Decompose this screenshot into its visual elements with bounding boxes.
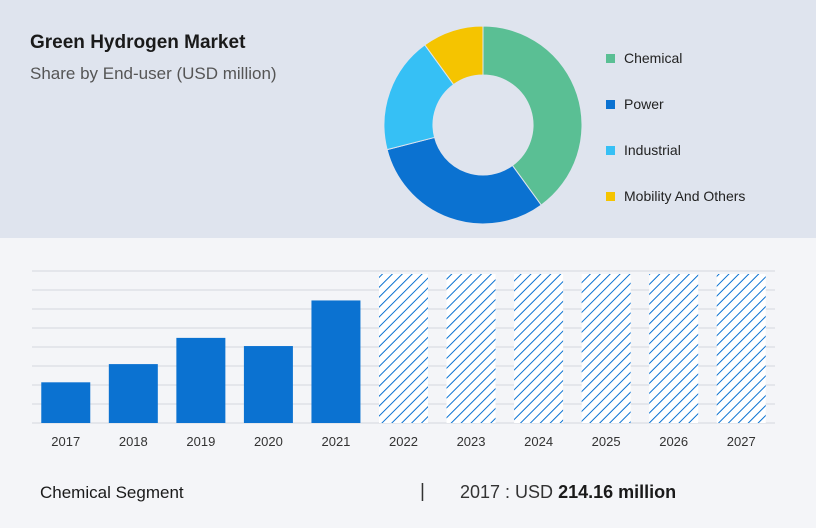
legend-label: Mobility And Others xyxy=(624,188,746,204)
x-tick-label: 2027 xyxy=(727,434,756,449)
footer-separator: | xyxy=(420,481,425,502)
footer-value: 2017 : USD 214.16 million xyxy=(460,482,676,503)
chart-title: Green Hydrogen Market xyxy=(30,32,246,53)
x-tick-label: 2022 xyxy=(389,434,418,449)
forecast-bar-2026 xyxy=(649,274,699,423)
bar-2021 xyxy=(311,300,361,423)
donut-slice-chemical xyxy=(482,25,583,206)
x-tick-label: 2021 xyxy=(321,434,350,449)
bar-2018 xyxy=(108,364,158,423)
footer-year-prefix: 2017 : USD xyxy=(460,482,559,502)
legend-label: Chemical xyxy=(624,50,683,66)
legend-item: Chemical xyxy=(606,46,682,70)
bar-2020 xyxy=(243,346,293,423)
forecast-bar-2022 xyxy=(379,274,428,423)
x-tick-label: 2024 xyxy=(524,434,553,449)
x-tick-label: 2026 xyxy=(659,434,688,449)
chart-subtitle: Share by End-user (USD million) xyxy=(30,64,277,83)
footer-segment-label: Chemical Segment xyxy=(40,483,184,502)
x-tick-label: 2019 xyxy=(186,434,215,449)
bar-2017 xyxy=(41,382,91,423)
legend-item: Industrial xyxy=(606,138,681,162)
legend-item: Mobility And Others xyxy=(606,184,745,208)
legend-swatch xyxy=(606,53,615,63)
legend-label: Industrial xyxy=(624,142,681,158)
forecast-bar-2023 xyxy=(446,274,496,423)
donut-slice-power xyxy=(386,136,542,225)
legend-label: Power xyxy=(624,96,664,112)
legend-swatch xyxy=(606,99,615,109)
bar-chart: 2017 2018 2019 2020 2021 2022 2023 2024 2025 2026… xyxy=(32,270,775,449)
x-tick-label: 2020 xyxy=(254,434,283,449)
legend-item: Power xyxy=(606,92,664,116)
bar-2019 xyxy=(176,337,226,423)
forecast-bar-2025 xyxy=(581,274,631,423)
legend-swatch xyxy=(606,145,615,155)
x-tick-label: 2017 xyxy=(51,434,80,449)
x-tick-label: 2023 xyxy=(457,434,486,449)
donut-slice-mobility-and-others xyxy=(424,25,484,86)
donut-chart xyxy=(383,25,583,225)
x-tick-label: 2025 xyxy=(592,434,621,449)
x-tick-label: 2018 xyxy=(119,434,148,449)
forecast-bar-2027 xyxy=(716,274,766,423)
footer-amount: 214.16 million xyxy=(558,482,677,502)
legend-swatch xyxy=(606,191,615,201)
forecast-bar-2024 xyxy=(514,274,564,423)
